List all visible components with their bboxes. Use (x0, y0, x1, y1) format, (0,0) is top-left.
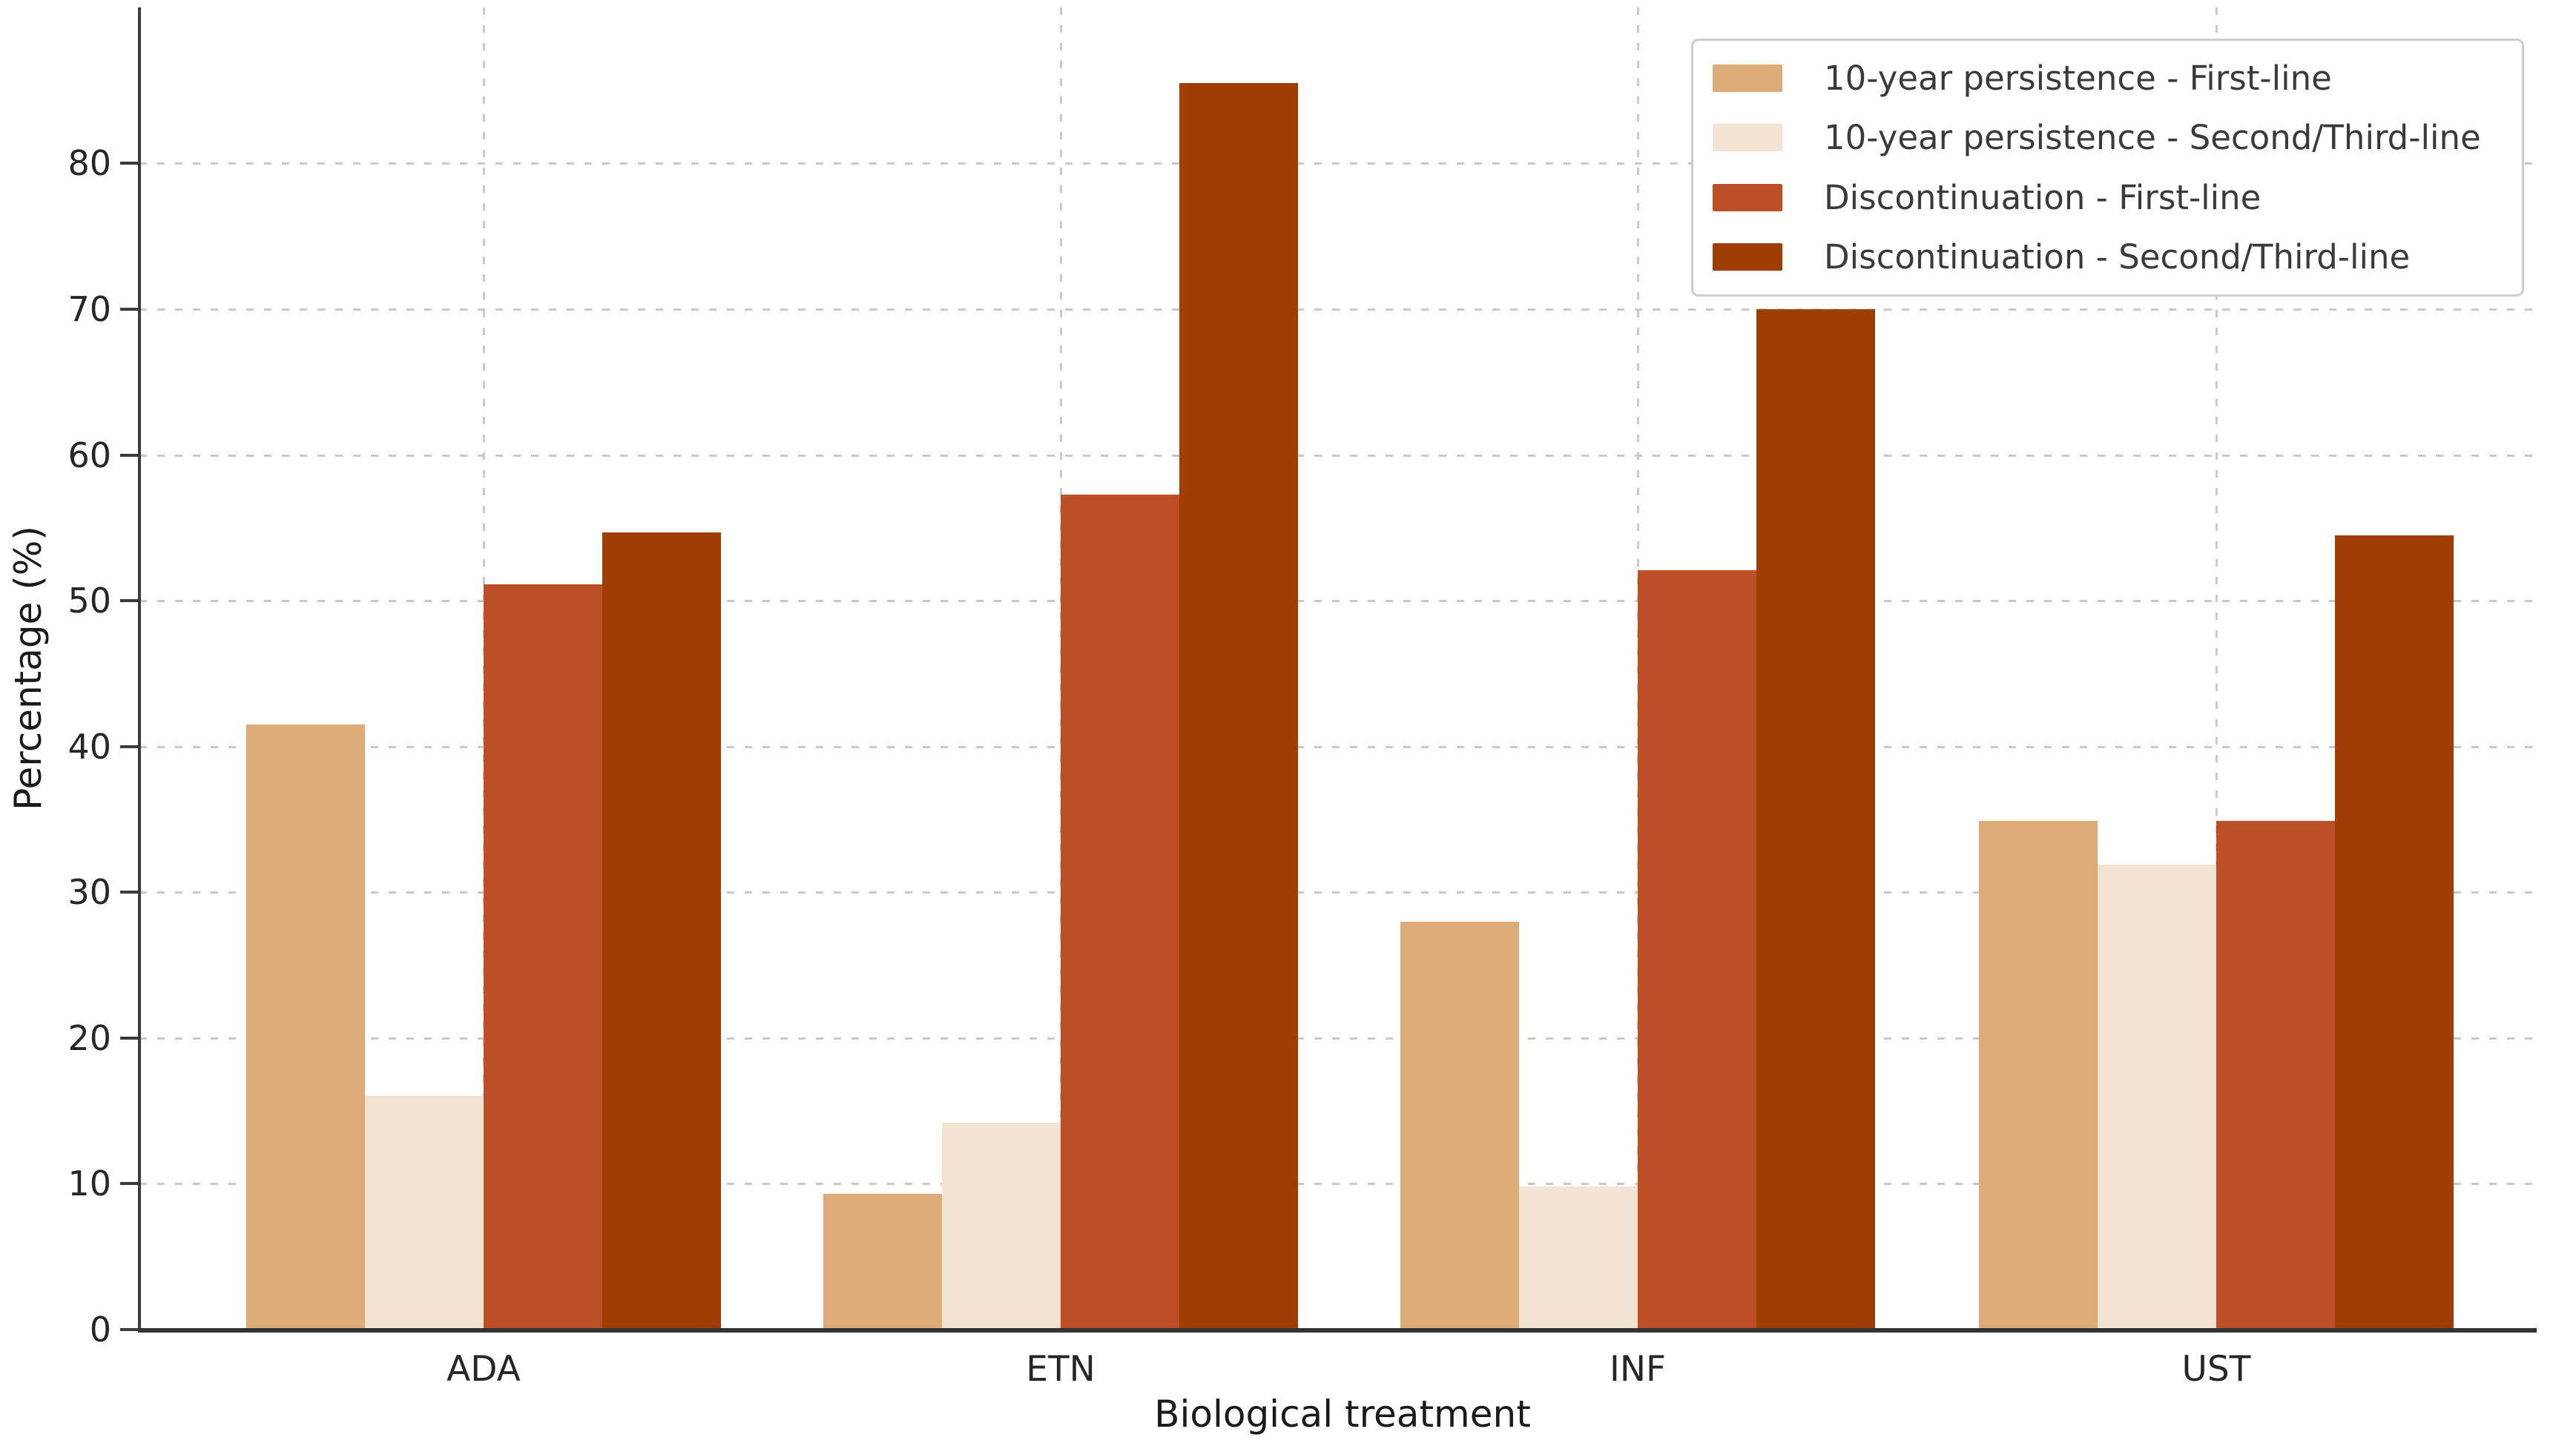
bar-ada-s2 (365, 1096, 484, 1330)
y-tick-label-30: 30 (67, 872, 111, 913)
y-tick-label-80: 80 (67, 143, 111, 184)
y-axis-line (138, 7, 141, 1333)
y-gridline-40 (139, 745, 2537, 748)
bar-inf-s4 (1756, 308, 1875, 1330)
y-tick-0 (120, 1328, 139, 1331)
y-tick-20 (120, 1036, 139, 1040)
y-gridline-50 (139, 600, 2537, 603)
x-tick-label-ada: ADA (447, 1349, 521, 1390)
legend-swatch-s4 (1713, 243, 1782, 271)
y-gridline-10 (139, 1183, 2537, 1186)
y-tick-70 (120, 307, 139, 311)
legend-row-s1: 10-year persistence - First-line (1713, 59, 2503, 98)
y-gridline-20 (139, 1037, 2537, 1040)
y-tick-40 (120, 745, 139, 748)
x-axis-line (138, 1328, 2537, 1333)
x-tick-label-inf: INF (1609, 1349, 1667, 1390)
legend-label-s3: Discontinuation - First-line (1824, 177, 2262, 217)
y-gridline-80 (139, 162, 2537, 165)
y-tick-label-10: 10 (67, 1163, 111, 1204)
x-gridline-ust (2216, 7, 2218, 1330)
bar-ada-s1 (246, 724, 365, 1330)
bar-ust-s4 (2335, 535, 2454, 1330)
y-tick-80 (120, 162, 139, 165)
legend-label-s4: Discontinuation - Second/Third-line (1824, 237, 2411, 277)
legend-swatch-s3 (1713, 183, 1782, 211)
x-tick-label-etn: ETN (1026, 1349, 1096, 1390)
y-tick-label-60: 60 (67, 435, 111, 475)
x-tick-label-ust: UST (2181, 1349, 2251, 1390)
bar-ada-s3 (484, 584, 602, 1330)
bar-ada-s4 (602, 532, 721, 1330)
legend-label-s2: 10-year persistence - Second/Third-line (1824, 118, 2481, 158)
x-axis-label: Biological treatment (1154, 1393, 1531, 1436)
legend-label-s1: 10-year persistence - First-line (1824, 58, 2332, 98)
y-tick-label-70: 70 (67, 288, 111, 329)
bar-etn-s3 (1061, 494, 1179, 1330)
y-gridline-60 (139, 454, 2537, 457)
y-tick-60 (120, 453, 139, 457)
bar-ust-s1 (1979, 820, 2098, 1330)
y-tick-label-50: 50 (67, 581, 111, 621)
y-tick-label-20: 20 (67, 1017, 111, 1058)
y-axis-label: Percentage (%) (7, 526, 50, 811)
y-tick-label-0: 0 (89, 1310, 111, 1350)
y-tick-30 (120, 891, 139, 894)
legend: 10-year persistence - First-line 10-year … (1691, 39, 2524, 297)
bar-inf-s3 (1638, 570, 1756, 1330)
legend-swatch-s1 (1713, 64, 1782, 92)
legend-row-s3: Discontinuation - First-line (1713, 178, 2503, 217)
bar-inf-s2 (1519, 1186, 1638, 1330)
bar-etn-s2 (942, 1122, 1061, 1330)
legend-row-s2: 10-year persistence - Second/Third-line (1713, 118, 2503, 157)
y-gridline-30 (139, 891, 2537, 894)
bar-ust-s3 (2216, 820, 2335, 1330)
y-tick-10 (120, 1182, 139, 1186)
bar-etn-s1 (823, 1194, 942, 1330)
bar-etn-s4 (1179, 83, 1298, 1330)
legend-swatch-s2 (1713, 124, 1782, 152)
y-gridline-70 (139, 308, 2537, 311)
y-tick-50 (120, 599, 139, 603)
bar-ust-s2 (2098, 864, 2216, 1330)
bar-inf-s1 (1400, 921, 1519, 1330)
y-tick-label-40: 40 (67, 726, 111, 767)
legend-row-s4: Discontinuation - Second/Third-line (1713, 237, 2503, 277)
